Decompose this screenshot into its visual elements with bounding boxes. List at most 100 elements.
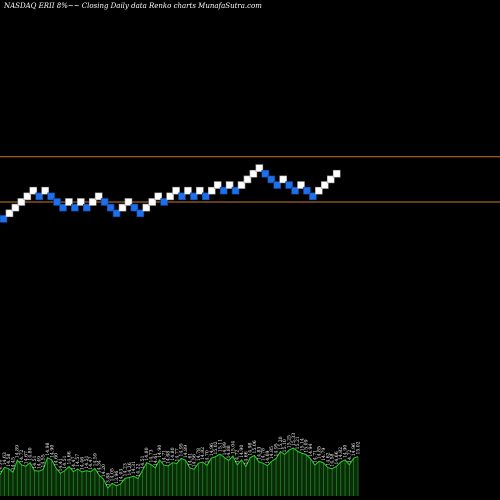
volume-value-label: 15.21 — [295, 436, 301, 449]
up-brick — [315, 186, 323, 195]
volume-value-label: 14.95 — [274, 443, 280, 456]
down-brick — [35, 192, 44, 201]
up-brick — [184, 186, 192, 195]
up-brick — [326, 175, 335, 184]
down-brick — [160, 198, 168, 206]
volume-value-label: 14.90 — [239, 445, 245, 458]
down-brick — [261, 169, 270, 178]
volume-value-label: 14.57 — [75, 454, 81, 467]
volume-value-label: 14.71 — [312, 450, 318, 463]
volume-value-label: 14.90 — [157, 445, 163, 458]
volume-panel — [0, 447, 359, 496]
volume-value-label: 14.22 — [136, 463, 142, 476]
down-brick — [303, 186, 311, 195]
renko-bricks — [0, 164, 341, 223]
down-brick — [53, 198, 61, 206]
volume-value-label: 14.78 — [261, 448, 267, 461]
volume-value-label: 14.41 — [58, 458, 64, 471]
volume-value-label: 14.80 — [28, 447, 34, 460]
volume-value-label: 14.49 — [36, 456, 42, 469]
down-brick — [106, 203, 115, 212]
up-brick — [118, 203, 127, 212]
up-brick — [279, 175, 287, 184]
volume-value-label: 14.78 — [196, 448, 202, 461]
up-brick — [154, 192, 162, 201]
volume-value-label: 14.80 — [144, 447, 150, 460]
down-brick — [112, 209, 121, 218]
volume-value-label: 14.94 — [308, 444, 314, 457]
down-brick — [100, 198, 109, 206]
volume-value-label: 15.10 — [282, 439, 288, 452]
up-brick — [17, 198, 26, 206]
volume-value-label: 14.34 — [97, 460, 103, 473]
volume-value-label: 14.85 — [269, 446, 275, 459]
volume-value-label: 15.33 — [291, 433, 297, 446]
volume-value-label: 14.90 — [49, 445, 55, 458]
volume-value-label: 14.66 — [243, 451, 249, 464]
volume-value-label: 14.51 — [62, 455, 68, 468]
volume-value-label: 14.72 — [347, 450, 353, 463]
up-brick — [196, 186, 204, 195]
volume-value-label: 15.14 — [299, 438, 305, 451]
volume-value-label: 14.31 — [131, 461, 137, 474]
down-brick — [0, 215, 8, 223]
volume-value-label: 15.06 — [252, 440, 258, 453]
volume-value-label: 14.83 — [256, 447, 262, 460]
up-brick — [5, 209, 14, 218]
volume-value-label: 14.98 — [248, 442, 254, 455]
volume-value-label: 15.25 — [286, 435, 292, 448]
volume-value-label: 15.04 — [230, 441, 236, 454]
volume-area — [0, 448, 358, 496]
down-brick — [219, 186, 228, 195]
volume-value-label: 14.63 — [2, 452, 8, 465]
up-brick — [65, 198, 73, 206]
up-brick — [225, 181, 234, 189]
volume-value-label: 14.72 — [235, 450, 241, 463]
volume-value-label: 14.85 — [317, 446, 323, 459]
up-brick — [213, 181, 222, 189]
up-brick — [332, 169, 341, 178]
volume-value-label: 14.56 — [192, 454, 198, 467]
volume-value-label: 14.58 — [6, 453, 12, 466]
up-brick — [77, 198, 85, 206]
volume-value-label: 14.98 — [45, 442, 51, 455]
volume-outline — [0, 447, 359, 489]
chart-title: NASDAQ ERII 8%~~ Closing Daily data Renk… — [3, 2, 262, 10]
up-brick — [172, 186, 180, 195]
volume-value-label: 15.20 — [278, 436, 284, 449]
up-brick — [207, 186, 216, 195]
volume-value-label: 14.20 — [101, 464, 107, 477]
up-brick — [142, 203, 151, 212]
up-brick — [88, 198, 97, 206]
volume-value-label: 14.88 — [226, 445, 232, 458]
up-brick — [243, 175, 252, 184]
volume-value-label: 14.45 — [10, 457, 16, 470]
volume-value-label: 14.80 — [170, 447, 176, 460]
volume-value-label: 14.47 — [71, 456, 77, 469]
volume-value-label: 14.77 — [174, 448, 180, 461]
up-brick — [320, 181, 329, 189]
down-brick — [130, 203, 139, 212]
volume-value-label: 14.47 — [88, 456, 94, 469]
down-brick — [231, 186, 240, 195]
up-brick — [23, 192, 32, 201]
volume-value-label: 14.03 — [118, 469, 124, 482]
volume-value-label: 15.02 — [213, 441, 219, 454]
volume-value-label: 14.90 — [343, 445, 349, 458]
volume-value-label: 14.96 — [351, 443, 357, 456]
down-brick — [59, 203, 67, 212]
down-brick — [47, 192, 55, 201]
volume-value-label: 14.51 — [84, 455, 90, 468]
up-brick — [237, 181, 246, 189]
volume-value-label: 14.05 — [110, 468, 116, 481]
volume-value-label: 14.36 — [0, 460, 4, 473]
down-brick — [190, 192, 198, 201]
up-brick — [249, 169, 258, 178]
volume-value-label: 14.71 — [161, 450, 167, 463]
volume-value-label: 14.68 — [166, 451, 172, 464]
down-brick — [83, 203, 91, 212]
up-brick — [166, 192, 174, 201]
volume-value-label: 15.02 — [356, 441, 362, 454]
volume-value-label: 14.66 — [334, 451, 340, 464]
